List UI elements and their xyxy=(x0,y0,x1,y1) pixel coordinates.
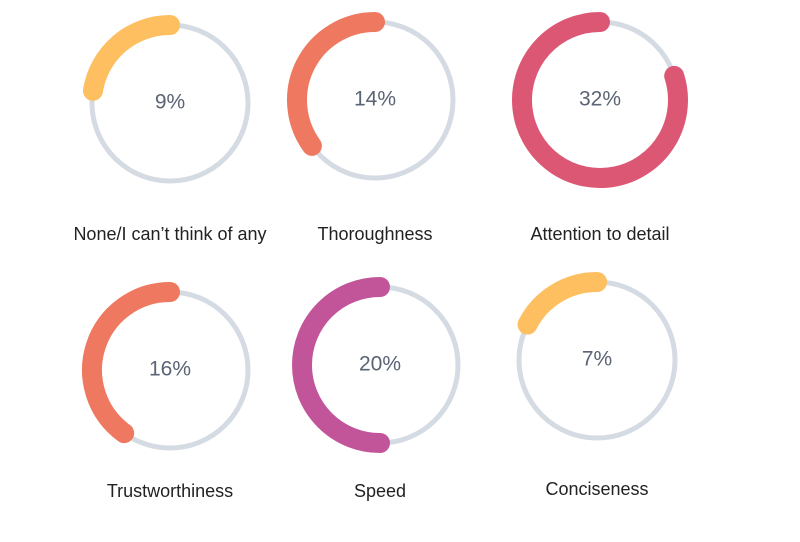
category-label: Speed xyxy=(354,481,406,501)
value-label: 32% xyxy=(579,88,621,111)
gauge-arc xyxy=(82,15,180,101)
category-label: Trustworthiness xyxy=(107,481,233,501)
value-label: 9% xyxy=(155,91,185,114)
category-label: Conciseness xyxy=(545,479,648,499)
category-label: None/I can’t think of any xyxy=(73,224,266,244)
category-label: Attention to detail xyxy=(530,224,669,244)
value-label: 7% xyxy=(582,348,612,371)
gauge-arc xyxy=(287,12,385,156)
gauge-arc xyxy=(512,12,688,188)
value-label: 14% xyxy=(354,88,396,111)
gauge-arc xyxy=(82,282,180,444)
value-label: 16% xyxy=(149,358,191,381)
category-label: Thoroughness xyxy=(317,224,432,244)
value-label: 20% xyxy=(359,353,401,376)
gauge-arc xyxy=(517,272,607,335)
gauge-arc xyxy=(292,277,390,453)
